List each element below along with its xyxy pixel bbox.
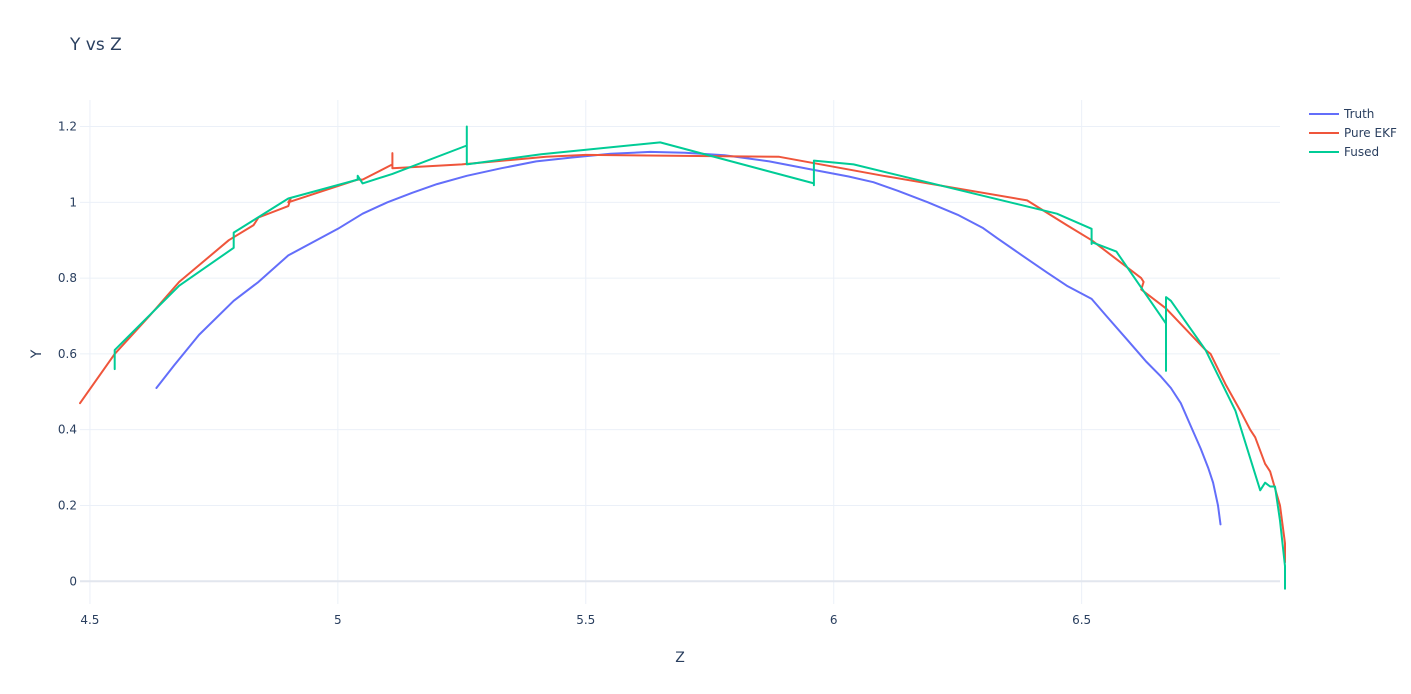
y-tick-label: 1 [69,195,77,209]
legend-label: Pure EKF [1344,126,1397,140]
series-lines [79,125,1286,590]
x-axis-title: Z [675,650,685,666]
y-tick-label: 1.2 [58,120,77,134]
y-tick-label: 0.4 [58,423,77,437]
legend-item-pure-ekf[interactable]: Pure EKF [1309,126,1397,140]
series-line-truth[interactable] [155,150,1222,526]
y-tick-label: 0 [69,574,77,588]
x-tick-label: 5 [334,613,342,627]
series-line-fused[interactable] [113,125,1286,590]
x-tick-label: 6 [830,613,838,627]
series-line-pure-ekf[interactable] [79,152,1286,564]
legend-item-fused[interactable]: Fused [1309,145,1379,159]
y-tick-label: 0.8 [58,271,77,285]
chart-title: Y vs Z [69,35,122,55]
legend-label: Truth [1343,107,1374,121]
y-axis-title: Y [29,349,45,359]
x-tick-label: 6.5 [1072,613,1091,627]
legend: Truth Pure EKF Fused [1309,107,1397,159]
grid-lines [80,100,1280,604]
x-tick-label: 5.5 [576,613,595,627]
legend-label: Fused [1344,145,1379,159]
y-tick-label: 0.6 [58,347,77,361]
legend-item-truth[interactable]: Truth [1309,107,1374,121]
y-tick-label: 0.2 [58,498,77,512]
x-tick-label: 4.5 [80,613,99,627]
axes: 4.5 5 5.5 6 6.5 0 0.2 0.4 0.6 0.8 1 1.2 [58,120,1091,627]
